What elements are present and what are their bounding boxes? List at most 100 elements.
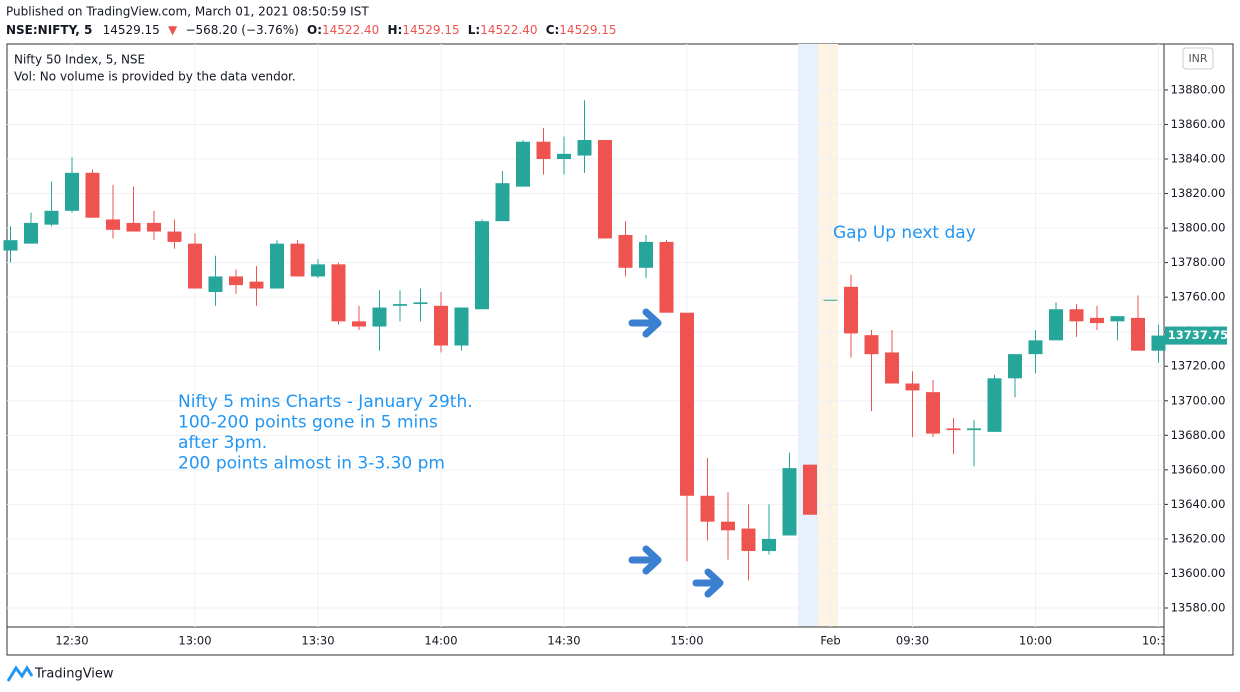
- y-tick-label: 13640.00: [1171, 497, 1226, 511]
- candle-body: [475, 221, 489, 310]
- y-tick-label: 13760.00: [1171, 290, 1226, 304]
- candle-body: [741, 528, 756, 552]
- note-line: 100-200 points gone in 5 mins: [178, 413, 438, 433]
- x-tick-label: 14:30: [547, 634, 580, 648]
- candle-body: [208, 276, 223, 292]
- candle-body: [987, 378, 1002, 432]
- candle-body: [598, 140, 612, 239]
- y-tick-label: 13720.00: [1171, 359, 1226, 373]
- note-line: Nifty 5 mins Charts - January 29th.: [178, 392, 473, 412]
- last-price-label: 13737.75: [1168, 328, 1228, 342]
- close-value: 14529.15: [559, 23, 616, 37]
- candle-body: [639, 241, 653, 268]
- candle-body: [1049, 309, 1063, 341]
- y-tick-label: 13780.00: [1171, 255, 1226, 269]
- candle-body: [331, 264, 346, 322]
- candle-body: [167, 231, 182, 242]
- price-axis: 13580.00 13600.00 13620.00 13640.00 13660.00…: [1164, 82, 1228, 615]
- currency: INR: [1188, 52, 1207, 65]
- x-tick-label: 15:00: [670, 634, 703, 648]
- candle-body: [147, 222, 161, 232]
- y-tick-label: 13620.00: [1171, 531, 1226, 545]
- volume-note: Vol: No volume is provided by the data v…: [14, 70, 296, 84]
- arrow: [628, 545, 662, 575]
- last-price-box: [1165, 326, 1227, 345]
- price: 14529.15: [103, 23, 160, 37]
- candle-body: [1008, 354, 1022, 379]
- symbol: NSE:NIFTY, 5: [6, 23, 92, 37]
- candle-body: [885, 352, 899, 384]
- x-tick-label: 14:00: [424, 634, 457, 648]
- candle-body: [188, 243, 202, 289]
- candle-body: [65, 172, 79, 211]
- time-axis: 12:30 13:00 13:30 14:00 14:30 15:00 Feb 09:30 10…: [55, 634, 1175, 648]
- candle-body: [823, 299, 838, 301]
- x-tick-label: 13:00: [178, 634, 211, 648]
- session-band: [798, 44, 818, 627]
- chart-frame: [6, 43, 1234, 656]
- close-label: C:: [546, 23, 560, 37]
- candle-body: [577, 140, 592, 156]
- candle-body: [1069, 309, 1084, 322]
- y-tick-label: 13880.00: [1171, 82, 1226, 96]
- candle-body: [536, 141, 551, 160]
- low-label: L:: [468, 23, 480, 37]
- candle-body: [946, 428, 961, 431]
- brand-logo: [6, 665, 34, 682]
- open-label: O:: [307, 23, 322, 37]
- candle-body: [495, 183, 510, 222]
- open-value: 14522.40: [322, 23, 379, 37]
- y-tick-label: 13660.00: [1171, 462, 1226, 476]
- candle-body: [44, 210, 59, 225]
- candles: [3, 100, 1166, 581]
- y-tick-label: 13600.00: [1171, 566, 1226, 580]
- candle-body: [803, 464, 817, 515]
- x-tick-label: 09:30: [896, 634, 929, 648]
- annotation: Gap Up next day: [833, 223, 976, 243]
- candle-body: [864, 335, 879, 355]
- candle-body: [721, 521, 735, 531]
- candle-body: [1090, 317, 1104, 324]
- candle-body: [516, 141, 530, 187]
- candle-body: [229, 276, 243, 286]
- y-tick-label: 13840.00: [1171, 152, 1226, 166]
- candle-body: [352, 321, 366, 327]
- candle-body: [454, 307, 469, 346]
- legend-title: Nifty 50 Index, 5, NSE: [14, 53, 145, 67]
- candle-body: [618, 234, 633, 268]
- x-tick-label: 13:30: [301, 634, 334, 648]
- y-tick-label: 13680.00: [1171, 428, 1226, 442]
- candle-body: [1110, 316, 1125, 322]
- y-tick-label: 13580.00: [1171, 601, 1226, 615]
- candle-body: [413, 302, 428, 305]
- candle-body: [1028, 340, 1043, 355]
- currency-box[interactable]: [1182, 47, 1214, 70]
- candle-body: [290, 243, 305, 277]
- high-value: 14529.15: [402, 23, 459, 37]
- candle-body: [762, 538, 776, 552]
- candle-body: [659, 241, 674, 313]
- candle-body: [680, 312, 694, 496]
- published-line: Published on TradingView.com, March 01, …: [6, 5, 369, 19]
- x-tick-label: 12:30: [55, 634, 88, 648]
- candle-body: [905, 383, 920, 391]
- arrows: [628, 308, 724, 598]
- y-tick-label: 13800.00: [1171, 221, 1226, 235]
- session-band: [818, 44, 838, 627]
- candle-body: [844, 286, 858, 334]
- candle-body: [311, 264, 325, 277]
- logo-mark: [6, 665, 34, 682]
- grid: [7, 44, 1164, 627]
- note: Nifty 5 mins Charts - January 29th.100-2…: [178, 392, 473, 474]
- candle-body: [1151, 335, 1166, 351]
- x-tick-label: 10:30: [1142, 634, 1175, 648]
- candle-body: [3, 240, 18, 251]
- arrow: [692, 568, 724, 598]
- candle-body: [700, 495, 715, 522]
- candle-body: [434, 305, 448, 346]
- candle-body: [126, 222, 141, 232]
- candle-body: [372, 307, 387, 327]
- candle-body: [557, 153, 571, 160]
